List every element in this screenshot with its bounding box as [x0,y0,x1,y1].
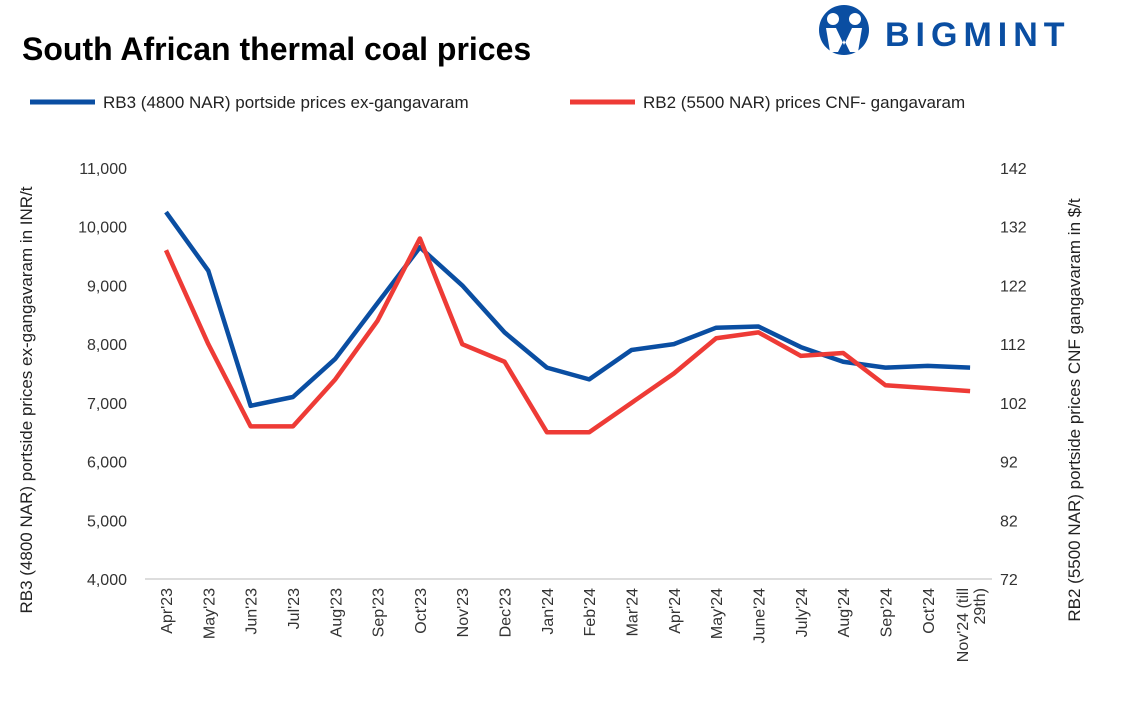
x-tick-label: Sep'24 [878,588,895,637]
y-tick-right: 132 [1000,220,1027,237]
x-tick-label: Sep'23 [371,588,388,637]
x-tick-label: Aug'24 [836,588,853,637]
svg-text:BIGMINT: BIGMINT [885,16,1071,54]
y-tick-left: 5,000 [87,513,127,530]
y-tick-left: 4,000 [87,572,127,589]
x-tick-label: Apr'24 [667,588,684,634]
x-tick-label: Aug'23 [328,588,345,637]
x-tick-label: Nov'23 [455,588,472,637]
chart-title: South African thermal coal prices [22,31,531,67]
y-tick-right: 82 [1000,513,1018,530]
y-tick-right: 112 [1000,337,1026,354]
x-tick-label: July'24 [794,588,811,637]
y-tick-right: 72 [1000,572,1018,589]
x-tick-label: Feb'24 [582,588,599,637]
series-line-rb2 [163,236,971,435]
legend: RB3 (4800 NAR) portside prices ex-gangav… [30,93,965,112]
y-axis-right-title: RB2 (5500 NAR) portside prices CNF ganga… [1065,198,1084,622]
y-tick-right: 92 [1000,455,1018,472]
y-tick-left: 9,000 [87,278,127,295]
x-tick-label: Oct'24 [921,588,938,634]
x-tick-label: May'24 [709,588,726,639]
x-tick-label: Dec'23 [498,588,515,637]
x-tick-label: Jan'24 [540,588,557,635]
y-tick-left: 11,000 [79,161,127,178]
legend-label-rb3: RB3 (4800 NAR) portside prices ex-gangav… [103,93,469,112]
y-tick-right: 142 [1000,161,1027,178]
y-tick-left: 7,000 [87,396,127,413]
x-tick-label: Jun'23 [244,588,261,635]
y-tick-left: 10,000 [78,220,127,237]
y-tick-left: 6,000 [87,455,127,472]
y-tick-left: 8,000 [87,337,127,354]
series-line-rb3 [164,210,971,409]
x-tick-label: Apr'23 [159,588,176,634]
legend-label-rb2: RB2 (5500 NAR) prices CNF- gangavaram [643,93,965,112]
y-tick-right: 102 [1000,396,1027,413]
y-axis-left-title: RB3 (4800 NAR) portside prices ex-gangav… [17,186,36,613]
x-tick-label: Oct'23 [413,588,430,634]
y-tick-right: 122 [1000,278,1027,295]
x-tick-label: May'23 [201,588,218,639]
x-tick-label: 29th) [972,588,989,624]
x-tick-label: Jul'23 [286,588,303,629]
x-tick-label: Nov'24 (till [955,588,972,662]
bigmint-logo: BIGMINT [819,5,1071,55]
x-tick-label: Mar'24 [625,588,642,637]
x-tick-label: June'24 [751,588,768,644]
